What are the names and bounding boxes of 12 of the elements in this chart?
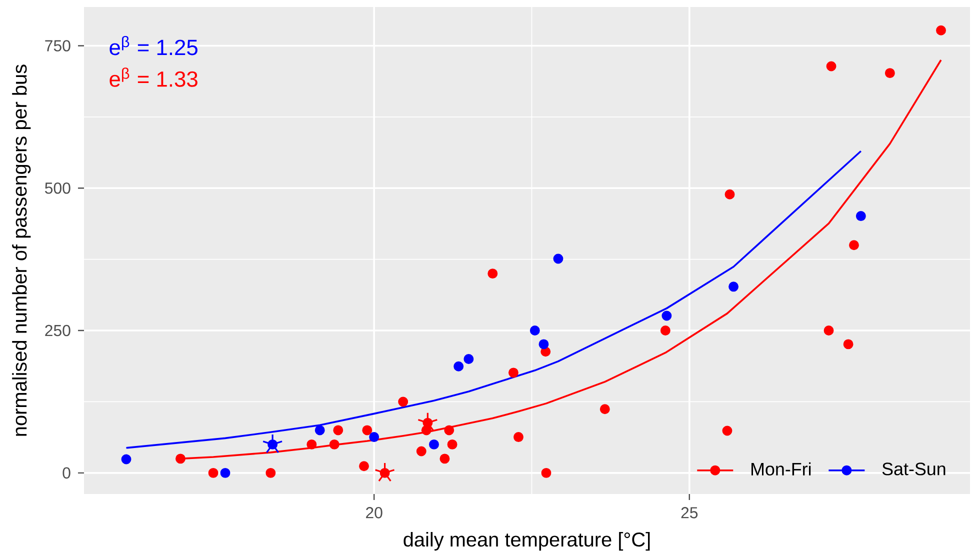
x-tick-label: 20 [366,507,382,518]
legend-label: Sat-Sun [882,462,946,476]
x-tick-label: 25 [681,507,698,518]
y-tick-label: 250 [45,324,70,336]
legend-label: Mon-Fri [751,462,811,476]
y-tick-label: 500 [44,182,70,194]
annotation: e$^{β}$ = 1.33 [110,68,198,87]
y-tick-label: 0 [62,467,70,479]
annotation: e$^{β}$ = 1.25 [110,36,198,56]
x-axis-title: daily mean temperature [°C] [404,532,650,551]
y-axis-title: normalised number of passengers per bus [12,64,31,436]
y-tick-label: 750 [45,40,70,52]
